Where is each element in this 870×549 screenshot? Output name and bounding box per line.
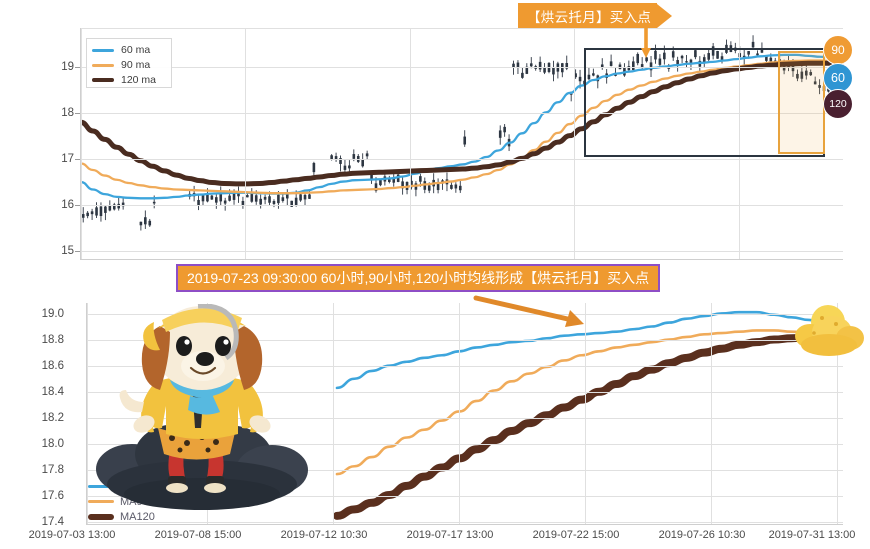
annotation-banner[interactable]: 2019-07-23 09:30:00 60小时,90小时,120小时均线形成【… <box>176 264 661 292</box>
legend-item-60ma[interactable]: 60 ma <box>92 43 166 57</box>
y-axis-label: 15 <box>61 245 74 257</box>
y-axis-label: 18.6 <box>41 360 64 372</box>
y-axis-tick <box>75 113 80 114</box>
annotation-banner-text: 2019-07-23 09:30:00 60小时,90小时,120小时均线形成【… <box>187 270 650 286</box>
x-axis-label: 2019-07-17 13:00 <box>406 529 494 541</box>
y-axis-label: 17.4 <box>41 516 64 528</box>
dog-mascot-illustration <box>96 304 308 510</box>
legend-label-120ma: 120 ma <box>121 74 157 86</box>
diagonal-arrow-icon <box>473 295 584 327</box>
gridline-v <box>739 28 740 259</box>
line-swatch-ma120 <box>88 513 114 520</box>
y-axis-tick <box>75 205 80 206</box>
y-axis-label: 16 <box>61 199 74 211</box>
line-swatch-120ma <box>92 78 114 82</box>
gridline-h <box>87 418 843 419</box>
zoom-highlight-box <box>778 51 825 154</box>
y-axis-label: 19.0 <box>41 308 64 320</box>
badge-ma60[interactable]: 60 <box>823 63 853 93</box>
gridline-h <box>81 205 843 206</box>
x-axis-label: 2019-07-31 13:00 <box>768 529 856 541</box>
buy-signal-banner[interactable]: 【烘云托月】买入点 <box>518 3 673 28</box>
gridline-v <box>410 28 411 259</box>
gridline-h <box>81 159 843 160</box>
x-axis-label: 2019-07-08 15:00 <box>154 529 242 541</box>
gridline-h <box>87 444 843 445</box>
y-axis-label: 19 <box>61 61 74 73</box>
legend-item-ma120[interactable]: MA120 <box>88 509 168 524</box>
gridline-h <box>81 28 843 29</box>
legend-item-120ma[interactable]: 120 ma <box>92 73 166 87</box>
gridline-h <box>87 392 843 393</box>
y-axis-label: 17 <box>61 153 74 165</box>
gridline-h <box>81 113 843 114</box>
badge-ma120[interactable]: 120 <box>823 89 853 119</box>
gridline-v <box>574 28 575 259</box>
ma-detail-chart-panel: 19.0 18.8 18.6 18.4 18.2 18.0 17.8 17.6 … <box>0 295 870 549</box>
y-axis-label: 18.2 <box>41 412 64 424</box>
golden-cloud-icon <box>795 305 864 356</box>
x-axis-label: 2019-07-22 15:00 <box>532 529 620 541</box>
top-chart-legend: 60 ma 90 ma 120 ma <box>86 38 172 88</box>
y-axis-label: 18 <box>61 107 74 119</box>
y-axis-label: 18.8 <box>41 334 64 346</box>
legend-label-90ma: 90 ma <box>121 59 151 71</box>
x-axis-label: 2019-07-12 10:30 <box>280 529 368 541</box>
gridline-h <box>87 496 843 497</box>
gridline-h <box>87 340 843 341</box>
gridline-h <box>87 366 843 367</box>
gridline-v <box>837 303 838 524</box>
y-axis-tick <box>75 67 80 68</box>
ma-line-series <box>333 310 844 520</box>
y-axis-label: 17.6 <box>41 490 64 502</box>
legend-label-60ma: 60 ma <box>121 44 151 56</box>
line-swatch-60ma <box>92 48 114 52</box>
y-axis-tick <box>75 159 80 160</box>
down-arrow-icon <box>641 28 651 58</box>
gridline-v <box>333 303 334 524</box>
x-axis-label: 2019-07-03 13:00 <box>28 529 116 541</box>
line-swatch-ma60 <box>88 485 114 488</box>
badge-ma90[interactable]: 90 <box>823 35 853 65</box>
banner-arrow-tip-icon <box>657 3 673 28</box>
candlestick-chart-panel: 19 18 17 16 15 60 ma 90 ma 120 ma <box>0 0 870 262</box>
gridline-h <box>87 522 843 523</box>
y-axis-label: 17.8 <box>41 464 64 476</box>
y-axis-label: 18.0 <box>41 438 64 450</box>
legend-item-90ma[interactable]: 90 ma <box>92 58 166 72</box>
gridline-v <box>459 303 460 524</box>
gridline-h <box>87 314 843 315</box>
gridline-v <box>585 303 586 524</box>
gridline-v <box>87 303 88 524</box>
gridline-v <box>245 28 246 259</box>
line-swatch-90ma <box>92 63 114 67</box>
y-axis-tick <box>75 251 80 252</box>
buy-signal-banner-label: 【烘云托月】买入点 <box>518 3 658 28</box>
gridline-h <box>81 251 843 252</box>
legend-label-ma120: MA120 <box>120 510 155 523</box>
y-axis-label: 18.4 <box>41 386 64 398</box>
x-axis-label: 2019-07-26 10:30 <box>658 529 746 541</box>
line-swatch-ma90 <box>88 500 114 503</box>
gridline-h <box>87 470 843 471</box>
gridline-v <box>711 303 712 524</box>
gridline-v <box>81 28 82 259</box>
gridline-h <box>81 67 843 68</box>
